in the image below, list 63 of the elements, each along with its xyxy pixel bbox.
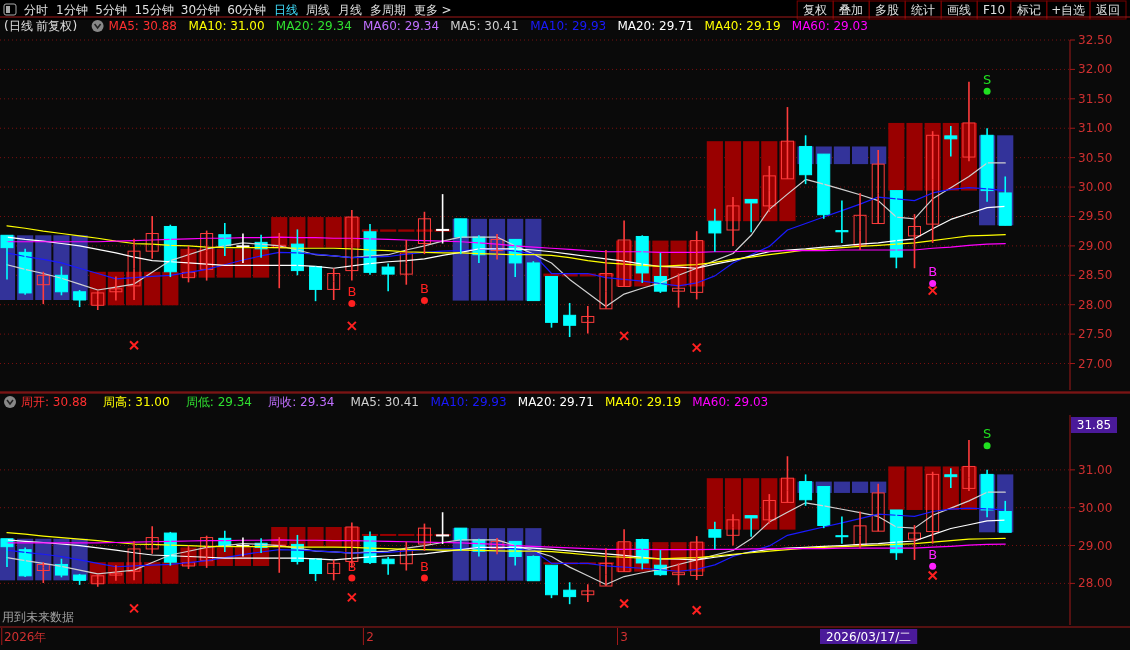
text: MA40: 29.19 bbox=[704, 19, 781, 33]
series-label: S bbox=[982, 426, 992, 442]
x-tick-label: 2026年 bbox=[3, 630, 47, 644]
text: 月线 bbox=[337, 3, 362, 17]
text: MA5: 30.41 bbox=[450, 19, 519, 33]
y-tick-label: 30.50 bbox=[1078, 150, 1113, 165]
text: 统计 bbox=[911, 3, 936, 17]
y-tick-label: 28.50 bbox=[1078, 268, 1113, 283]
text: 画线 bbox=[947, 3, 972, 17]
text: MA60: 29.03 bbox=[692, 395, 769, 409]
text: 复权 bbox=[803, 3, 828, 17]
series-label: B bbox=[928, 264, 938, 280]
series-label: B bbox=[347, 558, 357, 574]
y-tick-label: 31.00 bbox=[1078, 121, 1113, 136]
chart-title: (日线 前复权) bbox=[4, 19, 78, 33]
text: MA10: 29.93 bbox=[430, 395, 507, 409]
x-tick-label: 2 bbox=[366, 630, 374, 644]
y-tick-label: 29.00 bbox=[1078, 238, 1113, 253]
text: MA60: 29.03 bbox=[791, 19, 868, 33]
text: 1分钟 bbox=[56, 3, 88, 17]
y-tick-label: 31.00 bbox=[1078, 462, 1113, 477]
text: 15分钟 bbox=[134, 3, 174, 17]
series-label: S bbox=[982, 71, 992, 87]
x-tick-label: 3 bbox=[620, 630, 628, 644]
text: +自选 bbox=[1051, 3, 1086, 17]
y-tick-label: 29.50 bbox=[1078, 209, 1113, 224]
text: B bbox=[419, 281, 429, 297]
text: MA20: 29.71 bbox=[517, 395, 594, 409]
text: F10 bbox=[982, 3, 1006, 17]
text: MA10: 29.93 bbox=[530, 19, 607, 33]
y-tick-label: 30.00 bbox=[1078, 500, 1113, 515]
text: MA5: 30.41 bbox=[350, 395, 420, 409]
y-tick-label: 31.50 bbox=[1078, 91, 1113, 106]
y-tick-label: 32.50 bbox=[1078, 33, 1113, 47]
text: 更多 > bbox=[413, 3, 452, 17]
text: 日线 bbox=[273, 3, 298, 17]
chart-subtitle: MA5: 30.88 MA10: 31.00 MA20: 29.34 MA60: 29.34 bbox=[108, 19, 440, 33]
text: MA40: 29.19 bbox=[605, 395, 682, 409]
text: 分时 bbox=[24, 3, 48, 17]
text: 标记 bbox=[1015, 3, 1041, 17]
text: 返回 bbox=[1096, 3, 1120, 17]
series-label: B bbox=[928, 546, 938, 562]
text: 60分钟 bbox=[227, 3, 267, 17]
text: 多周期 bbox=[369, 3, 406, 17]
y-tick-label: 28.00 bbox=[1078, 576, 1113, 591]
y-tick-label: 27.00 bbox=[1078, 356, 1113, 371]
text: 2026/03/17/二 bbox=[825, 630, 912, 644]
text: 叠加 bbox=[839, 3, 864, 17]
y-tick-label: 28.00 bbox=[1078, 297, 1113, 312]
text: 5分钟 bbox=[95, 3, 127, 17]
series-label: B bbox=[347, 284, 357, 300]
text: 周开: 30.88 周高: 31.00 周低: 29.34 周收: 29.34 bbox=[21, 395, 335, 409]
text: 多股 bbox=[875, 3, 900, 17]
text: B bbox=[419, 558, 429, 574]
y-tick-label: 32.00 bbox=[1078, 62, 1113, 77]
y-tick-label: 29.00 bbox=[1078, 538, 1113, 553]
text: MA20: 29.71 bbox=[617, 19, 694, 33]
text: 30分钟 bbox=[180, 3, 221, 17]
annotation: 用到未来数据 bbox=[2, 610, 74, 624]
text: 周线 bbox=[305, 3, 330, 17]
y-tick-label: 30.00 bbox=[1078, 180, 1113, 195]
y-tick-label: 27.50 bbox=[1078, 327, 1113, 342]
text: 31.85 bbox=[1076, 418, 1112, 432]
